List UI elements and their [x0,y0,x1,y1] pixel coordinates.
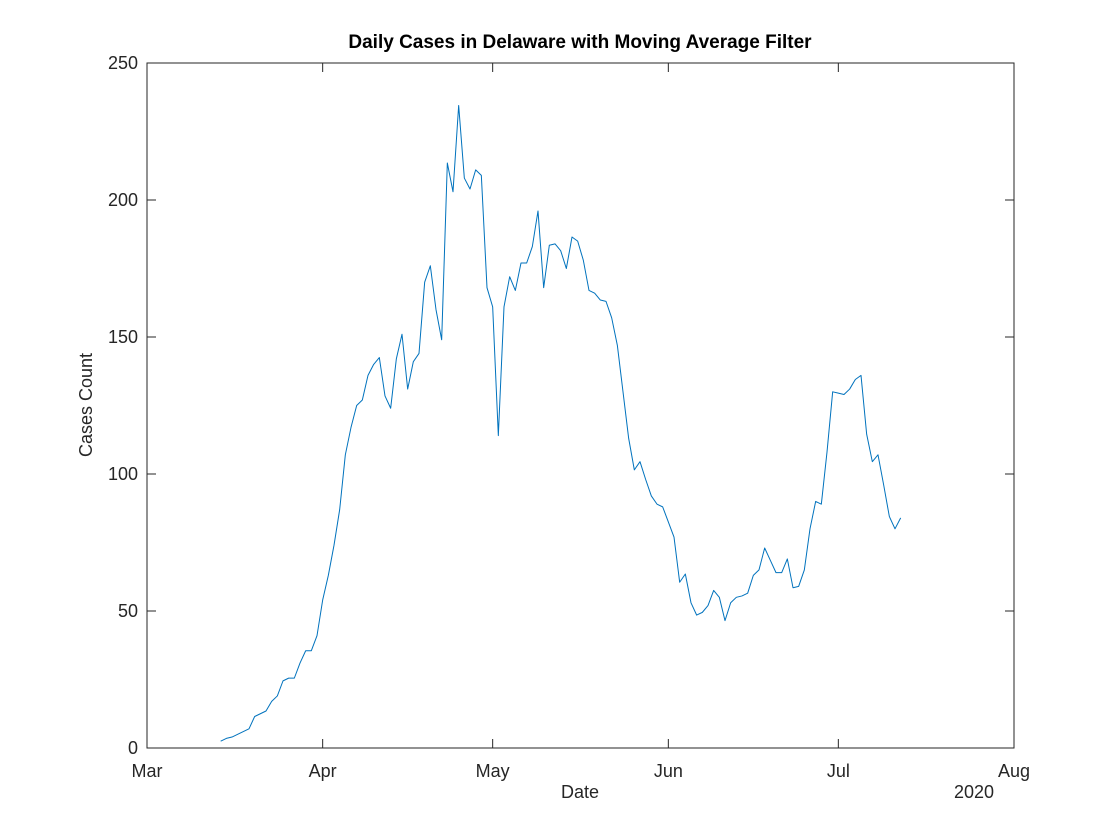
y-tick-label: 100 [108,464,138,484]
y-tick-label: 150 [108,327,138,347]
y-tick-label: 0 [128,738,138,758]
x-tick-label: Jul [827,761,850,781]
data-line [220,104,902,742]
x-tick-label: Mar [132,761,163,781]
x-tick-label: Jun [654,761,683,781]
x-tick-label: Aug [998,761,1030,781]
y-tick-label: 50 [118,601,138,621]
x-tick-label: May [476,761,510,781]
x-axis-year: 2020 [954,782,994,802]
y-tick-label: 250 [108,53,138,73]
plot-frame [146,62,1015,749]
chart-title: Daily Cases in Delaware with Moving Aver… [348,32,812,53]
y-axis-label: Cases Count [76,353,96,457]
y-tick-label: 200 [108,190,138,210]
x-axis-label: Date [561,782,599,802]
x-tick-label: Apr [309,761,337,781]
